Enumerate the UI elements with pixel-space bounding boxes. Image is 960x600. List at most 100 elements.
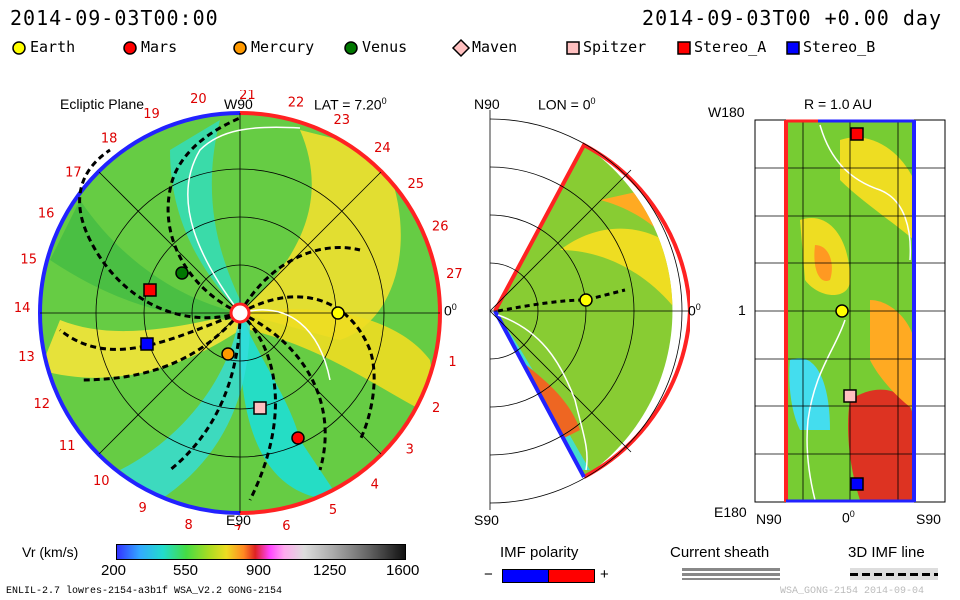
imf-minus: − xyxy=(484,566,493,583)
ecliptic-plane-panel: 1234567891011121314151617181920212223242… xyxy=(14,90,463,530)
ecliptic-lat-label: LAT = 7.200 xyxy=(314,96,387,113)
rotation-number-7: 7 xyxy=(233,524,241,530)
rotation-number-11: 11 xyxy=(59,439,76,454)
map-stereo-a-marker xyxy=(850,127,864,141)
imf-polarity-bar-negative xyxy=(502,569,550,583)
current-sheath-swatch xyxy=(682,568,780,580)
venus-marker xyxy=(175,266,189,280)
colorbar-tick-550: 550 xyxy=(173,562,199,579)
wedge-right-label: 00 xyxy=(688,302,701,319)
imf-line-label: 3D IMF line xyxy=(848,544,925,561)
legend-label-stereo-b: Stereo_B xyxy=(803,38,876,56)
legend-spitzer-marker xyxy=(566,41,580,55)
map-x-label-0-degree: 0 xyxy=(849,509,855,519)
rotation-number-8: 8 xyxy=(185,518,193,530)
legend-earth-marker xyxy=(12,41,26,55)
wedge-outline-red-lower xyxy=(583,310,690,479)
ecliptic-bottom-label: E90 xyxy=(226,512,251,528)
rotation-number-17: 17 xyxy=(65,166,82,181)
rotation-number-labels: 1234567891011121314151617181920212223242… xyxy=(14,90,463,530)
mercury-marker xyxy=(221,347,235,361)
ecliptic-lat-text: LAT = 7.20 xyxy=(314,96,382,113)
stereo-a-marker xyxy=(143,283,157,297)
rotation-number-13: 13 xyxy=(18,350,35,365)
legend-maven-marker xyxy=(451,38,471,58)
rotation-number-18: 18 xyxy=(101,132,118,147)
timestamp-right: 2014-09-03T00 +0.00 day xyxy=(642,6,942,30)
slow-wind-band-2 xyxy=(240,309,440,420)
fast-wind-band-2 xyxy=(170,120,245,313)
rotation-number-5: 5 xyxy=(329,503,337,518)
rotation-number-26: 26 xyxy=(432,220,449,235)
map-bottom-left-label: E180 xyxy=(714,504,747,520)
map-red-region xyxy=(848,389,914,500)
rotation-number-21: 21 xyxy=(239,90,256,103)
legend-venus-marker xyxy=(344,41,358,55)
wedge-earth-marker xyxy=(579,293,593,307)
wedge-right-text: 0 xyxy=(688,302,696,319)
wedge-top-label: N90 xyxy=(474,96,500,112)
legend-mars-marker xyxy=(123,41,137,55)
legend-stereo-a-marker xyxy=(677,41,691,55)
legend-stereo-b-marker xyxy=(786,41,800,55)
map-x-label-0-text: 0 xyxy=(842,509,850,526)
map-stereo-b-marker xyxy=(850,477,864,491)
rotation-number-6: 6 xyxy=(282,519,290,530)
map-current-sheath-2 xyxy=(806,319,846,501)
rotation-number-10: 10 xyxy=(93,474,110,489)
colorbar xyxy=(116,544,406,560)
wedge-outline-blue xyxy=(493,310,586,478)
wedge-grid xyxy=(489,110,690,510)
legend-label-mars: Mars xyxy=(141,38,178,56)
fast-wind-band-1 xyxy=(240,313,340,500)
rotation-number-24: 24 xyxy=(374,141,391,156)
imf-line-dashes xyxy=(850,573,938,576)
wedge-outline-red xyxy=(493,142,690,312)
rotation-number-23: 23 xyxy=(334,113,351,128)
rotation-number-15: 15 xyxy=(20,252,37,267)
legend-label-maven: Maven xyxy=(472,38,518,56)
wedge-yellow-region xyxy=(560,228,673,330)
timestamp-left: 2014-09-03T00:00 xyxy=(10,6,219,30)
rotation-number-19: 19 xyxy=(143,107,160,122)
ecliptic-lat-degree: 0 xyxy=(381,96,387,106)
legend-label-earth: Earth xyxy=(30,38,76,56)
earth-marker xyxy=(331,306,345,320)
colorbar-tick-1600: 1600 xyxy=(386,562,420,579)
map-mid-left-label: 1 xyxy=(738,302,746,318)
meridional-panel xyxy=(489,110,690,510)
cyan-wind-band xyxy=(120,313,250,500)
spitzer-marker xyxy=(253,401,267,415)
mars-marker xyxy=(291,431,305,445)
current-sheath-label: Current sheath xyxy=(670,544,770,561)
wedge-lon-text: LON = 0 xyxy=(538,96,591,113)
green-wind-band xyxy=(50,200,240,320)
legend-mercury-marker xyxy=(233,41,247,55)
footer-right: WSA_GONG-2154 2014-09-04 xyxy=(780,586,925,597)
slow-wind-band-1 xyxy=(240,130,401,340)
wedge-right-degree: 0 xyxy=(695,302,701,312)
rotation-number-25: 25 xyxy=(408,177,425,192)
rotation-number-20: 20 xyxy=(190,92,207,107)
colorbar-tick-200: 200 xyxy=(101,562,127,579)
map-top-left-label: W180 xyxy=(708,104,745,120)
wedge-imf-line xyxy=(497,288,626,313)
legend: Earth Mars Mercury Venus Maven Spitzer S… xyxy=(10,38,910,58)
map-current-sheath xyxy=(819,124,912,261)
ecliptic-right-text: 0 xyxy=(444,302,452,319)
wedge-bottom-label: S90 xyxy=(474,512,499,528)
colorbar-tick-900: 900 xyxy=(246,562,272,579)
slow-wind-band-3 xyxy=(40,313,240,378)
legend-markers xyxy=(12,38,800,58)
wedge-current-sheath xyxy=(497,314,588,471)
rotation-number-9: 9 xyxy=(138,501,146,516)
rotation-number-2: 2 xyxy=(432,401,440,416)
legend-label-spitzer: Spitzer xyxy=(583,38,647,56)
current-sheath-lines xyxy=(187,126,331,381)
imf-plus: + xyxy=(600,566,609,583)
one-au-panel xyxy=(754,119,946,503)
ecliptic-right-degree: 0 xyxy=(451,302,457,312)
imf-line-swatch xyxy=(850,568,938,580)
stereo-b-marker xyxy=(140,337,154,351)
map-spitzer-marker xyxy=(843,389,857,403)
